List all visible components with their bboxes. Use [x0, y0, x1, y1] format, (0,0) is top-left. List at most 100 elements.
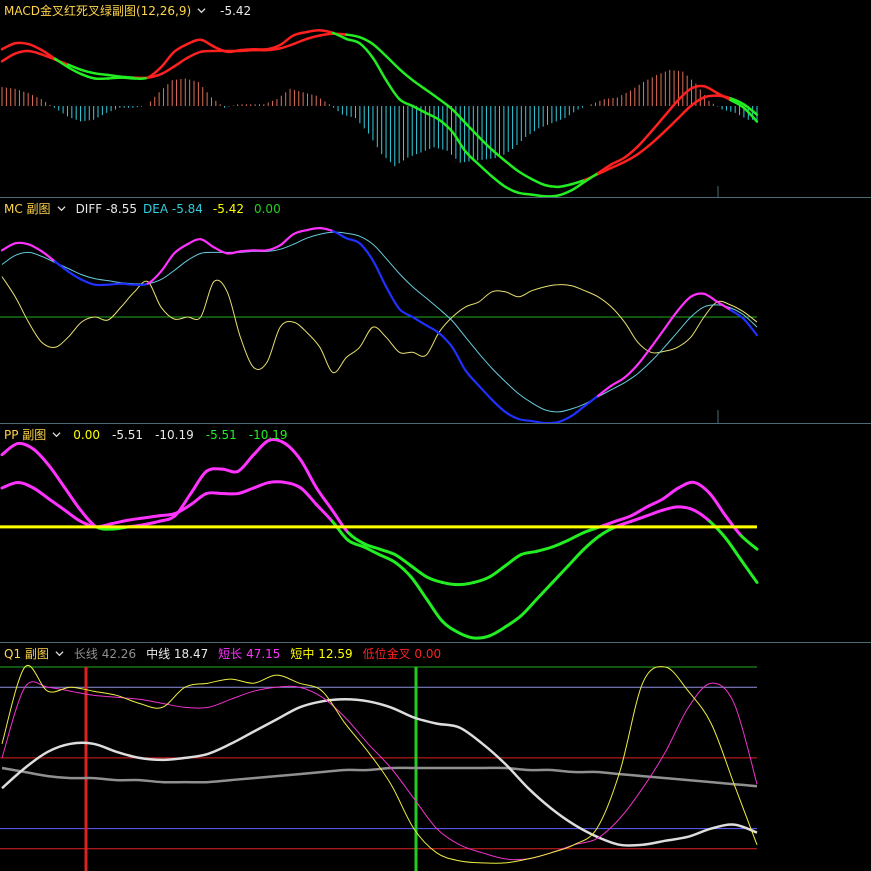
mc-diff-line — [583, 394, 600, 407]
pp-line-a — [378, 547, 397, 557]
macd-dea-line — [371, 42, 388, 58]
mc-diff-line — [226, 250, 242, 255]
macd-dif-line — [689, 84, 706, 91]
mc-diff-line — [411, 315, 427, 327]
pp-line-a — [0, 442, 20, 457]
macd-dif-line — [424, 111, 441, 122]
mc-diff-line — [332, 230, 348, 240]
pp-line-b — [31, 486, 51, 501]
mc-diff-line — [477, 384, 494, 401]
mc-chart — [0, 227, 759, 423]
chevron-down-icon[interactable] — [55, 649, 64, 658]
macd-dif-line — [358, 41, 375, 60]
macd-dif-line — [0, 41, 17, 51]
pp-line-b — [252, 480, 271, 490]
pp-line-a — [409, 564, 429, 579]
macd-dea-line — [358, 35, 375, 46]
q1-mid-line — [1, 698, 758, 847]
macd-dif-line — [676, 87, 693, 103]
pp-line-b — [425, 597, 444, 623]
pp-line-b — [724, 536, 743, 562]
pp-line-a — [503, 553, 523, 568]
macd-dea-line — [318, 32, 335, 37]
chevron-down-icon[interactable] — [57, 204, 66, 213]
macd-dea-line — [27, 49, 43, 56]
pp-line-b — [236, 486, 256, 496]
mc-diff-line — [385, 285, 401, 311]
pp-value-4: -5.51 — [205, 427, 237, 442]
macd-dif-line — [649, 115, 666, 134]
pp-line-b — [378, 553, 397, 564]
mc-diff-line — [318, 227, 335, 233]
macd-dea-line — [689, 96, 706, 108]
macd-dif-line — [570, 180, 587, 192]
mc-diff-line — [212, 246, 229, 255]
macd-dif-line — [278, 34, 295, 47]
pp-line-a — [393, 553, 413, 568]
macd-dif-line — [411, 104, 428, 115]
macd-dif-line — [490, 175, 507, 189]
pp-line-b — [488, 625, 507, 638]
mc-diff-line — [265, 244, 282, 252]
macd-dea-line — [398, 67, 414, 82]
pp-line-b — [739, 558, 759, 584]
chevron-down-icon[interactable] — [52, 430, 61, 439]
mc-diff-line — [610, 376, 626, 387]
pp-line-a — [220, 467, 240, 474]
macd-dif-line — [305, 29, 322, 34]
macd-dea-line — [172, 56, 189, 68]
chevron-down-icon[interactable] — [197, 6, 206, 15]
macd-dea-line — [186, 50, 202, 60]
pp-line-b — [315, 503, 334, 523]
pp-line-a — [519, 549, 539, 557]
macd-dea-line — [13, 49, 30, 55]
pp-line-b — [661, 505, 680, 512]
mc-yellow-value: -5.42 — [212, 201, 244, 216]
mc-diff-line — [676, 295, 692, 313]
pp-line-b — [566, 547, 586, 568]
macd-dea-line — [292, 37, 308, 46]
pp-line-b — [16, 480, 35, 490]
q1-mid-value: 中线 18.47 — [146, 647, 209, 661]
macd-dif-line — [636, 130, 653, 148]
macd-dif-line — [557, 189, 573, 197]
pp-line-a — [676, 480, 696, 490]
macd-dea-line — [477, 135, 494, 152]
pp-line-b — [551, 564, 570, 584]
macd-dif-line — [80, 72, 96, 80]
mc-diff-line — [438, 332, 454, 349]
macd-dif-line — [292, 30, 308, 37]
q1-long-value: 长线 42.26 — [73, 647, 137, 661]
mc-diff-line — [53, 260, 70, 273]
mc-diff-line — [106, 282, 123, 286]
q1-short-long-line — [1, 681, 758, 861]
macd-dif-line — [702, 84, 719, 95]
pp-line-b — [142, 514, 161, 520]
macd-dif-line — [663, 99, 679, 118]
macd-dif-line — [345, 37, 361, 45]
macd-dea-line — [729, 97, 746, 106]
mc-diff-line — [279, 233, 295, 247]
macd-dif-line — [172, 42, 189, 54]
mc-header: MC 副图 DIFF -8.55 DEA -5.84 -5.42 0.00 — [4, 200, 281, 217]
pp-line-a — [613, 514, 633, 523]
macd-dea-line — [384, 54, 401, 71]
macd-dif-line — [371, 56, 388, 82]
mc-diff-line — [239, 249, 255, 253]
macd-dif-line — [517, 191, 534, 196]
pp-line-b — [409, 575, 429, 601]
macd-dea-line — [464, 121, 481, 139]
pp-title: PP 副图 — [4, 428, 47, 442]
pp-line-a — [535, 545, 555, 553]
macd-dif-line — [742, 106, 759, 123]
mc-diff-line — [40, 250, 57, 263]
pp-line-a — [425, 575, 444, 584]
mc-diff-line — [424, 323, 441, 335]
pp-line-a — [330, 508, 350, 534]
macd-dea-line — [676, 104, 693, 121]
macd-dea-line — [411, 78, 428, 91]
mc-yellow-line — [1, 276, 758, 374]
pp-line-a — [31, 447, 51, 468]
macd-dea-line — [557, 183, 573, 189]
mc-zero-value: 0.00 — [253, 201, 281, 216]
